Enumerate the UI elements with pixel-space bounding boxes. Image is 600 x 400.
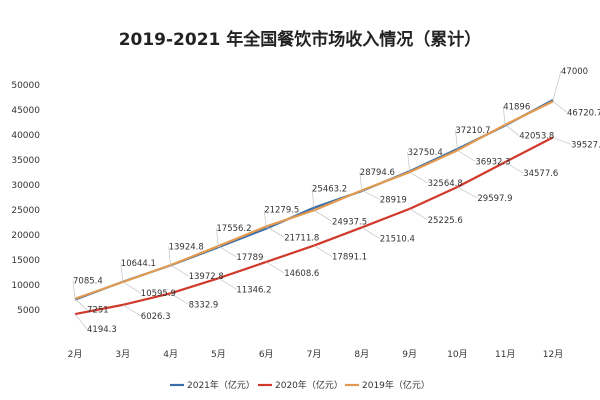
data-label: 13972.8: [189, 272, 224, 282]
data-label-leader: [216, 228, 219, 248]
legend-label: 2021年（亿元）: [187, 379, 255, 391]
data-label: 25463.2: [312, 185, 347, 195]
legend: 2021年（亿元） 2020年（亿元） 2019年（亿元）: [170, 379, 430, 391]
data-label: 17891.1: [332, 253, 367, 263]
y-tick-label: 15000: [11, 256, 40, 266]
data-label-leader: [552, 101, 568, 113]
data-label: 17556.2: [216, 224, 251, 234]
y-tick-label: 40000: [11, 131, 40, 141]
data-label-leader: [359, 171, 363, 192]
data-label: 41896: [503, 103, 530, 113]
y-tick-label: 20000: [11, 231, 40, 241]
x-tick-label: 5月: [211, 349, 226, 360]
data-label-leader: [409, 171, 428, 184]
data-label-leader: [505, 124, 520, 136]
data-label-leader: [311, 188, 315, 208]
x-tick-label: 8月: [354, 349, 369, 360]
data-label: 42053.8: [519, 132, 554, 142]
data-label: 47000: [561, 67, 588, 77]
data-label-leader: [122, 281, 141, 294]
data-label-leader: [313, 210, 333, 222]
data-label-leader: [120, 262, 124, 282]
data-label-leader: [552, 137, 572, 145]
data-label-leader: [505, 161, 524, 174]
data-label: 10644.1: [121, 259, 156, 269]
data-labels: 7085.4 10644.1 13924.8 17556.2 21279.5 25463.…: [72, 67, 600, 335]
data-label-leader: [168, 246, 171, 266]
data-label: 21510.4: [380, 234, 415, 244]
data-label: 32564.8: [428, 179, 463, 189]
x-tick-label: 12月: [543, 349, 563, 360]
data-label: 28919: [380, 195, 407, 205]
data-label-leader: [455, 129, 458, 149]
data-label-leader: [218, 245, 237, 258]
data-label: 8332.9: [189, 300, 219, 310]
data-label-leader: [266, 226, 285, 238]
data-label: 21279.5: [264, 206, 299, 216]
data-label-leader: [170, 293, 189, 305]
data-label: 21711.8: [284, 233, 319, 243]
x-tick-label: 6月: [259, 349, 274, 360]
x-tick-label: 7月: [307, 349, 322, 360]
data-label-leader: [266, 261, 285, 274]
y-tick-label: 50000: [11, 81, 40, 91]
y-tick-label: 35000: [11, 156, 40, 166]
x-tick-label: 2月: [68, 349, 83, 360]
data-label: 36932.3: [475, 157, 510, 167]
x-axis-ticks: 2月 3月 4月 5月 6月 7月 8月 9月 10月 11月 12月: [68, 349, 564, 360]
data-label: 13924.8: [169, 242, 204, 252]
data-label: 7251: [87, 306, 109, 316]
y-axis-ticks: 50000 45000 40000 35000 30000 25000 20000 15000…: [11, 81, 40, 316]
data-label: 37210.7: [455, 126, 490, 136]
data-label-leader: [407, 152, 410, 172]
data-label-leader: [457, 150, 476, 162]
y-tick-label: 45000: [11, 106, 40, 116]
data-label: 34577.6: [523, 169, 558, 179]
data-label-leader: [313, 245, 333, 257]
data-label: 46720.7: [567, 108, 600, 118]
y-tick-label: 5000: [17, 306, 40, 316]
x-tick-label: 3月: [115, 349, 130, 360]
data-label-leader: [263, 209, 267, 229]
data-label: 32750.4: [408, 148, 443, 158]
data-label: 7085.4: [73, 277, 103, 287]
data-label-leader: [361, 227, 380, 239]
legend-label: 2020年（亿元）: [275, 379, 343, 391]
x-tick-label: 10月: [447, 349, 467, 360]
y-tick-label: 30000: [11, 181, 40, 191]
data-label-leader: [218, 278, 237, 290]
data-label-leader: [502, 106, 506, 126]
data-label: 11346.2: [236, 285, 271, 295]
data-label-leader: [74, 313, 88, 330]
data-label: 24937.5: [332, 217, 367, 227]
data-label-leader: [122, 304, 141, 317]
data-label-leader: [457, 186, 478, 199]
x-tick-label: 11月: [495, 349, 515, 360]
chart-title: 2019-2021 年全国餐饮市场收入情况（累计）: [119, 29, 482, 50]
data-label: 17789: [236, 253, 263, 263]
x-tick-label: 4月: [163, 349, 178, 360]
data-label: 6026.3: [141, 312, 171, 322]
data-label-leader: [361, 190, 380, 200]
data-label-leader: [74, 298, 88, 310]
y-tick-label: 25000: [11, 206, 40, 216]
x-tick-label: 9月: [402, 349, 417, 360]
data-label: 39527.3: [571, 140, 600, 150]
data-label: 25225.6: [428, 216, 463, 226]
data-label-leader: [170, 264, 189, 277]
data-label-leader: [72, 280, 76, 300]
data-label-leader: [552, 70, 562, 101]
legend-label: 2019年（亿元）: [362, 379, 430, 391]
data-label: 14608.6: [284, 269, 319, 279]
data-label: 29597.9: [477, 194, 512, 204]
data-label: 28794.6: [360, 168, 395, 178]
data-label: 4194.3: [87, 325, 117, 335]
y-tick-label: 10000: [11, 281, 40, 291]
data-label-leader: [409, 208, 428, 221]
data-label: 10595.9: [141, 289, 176, 299]
